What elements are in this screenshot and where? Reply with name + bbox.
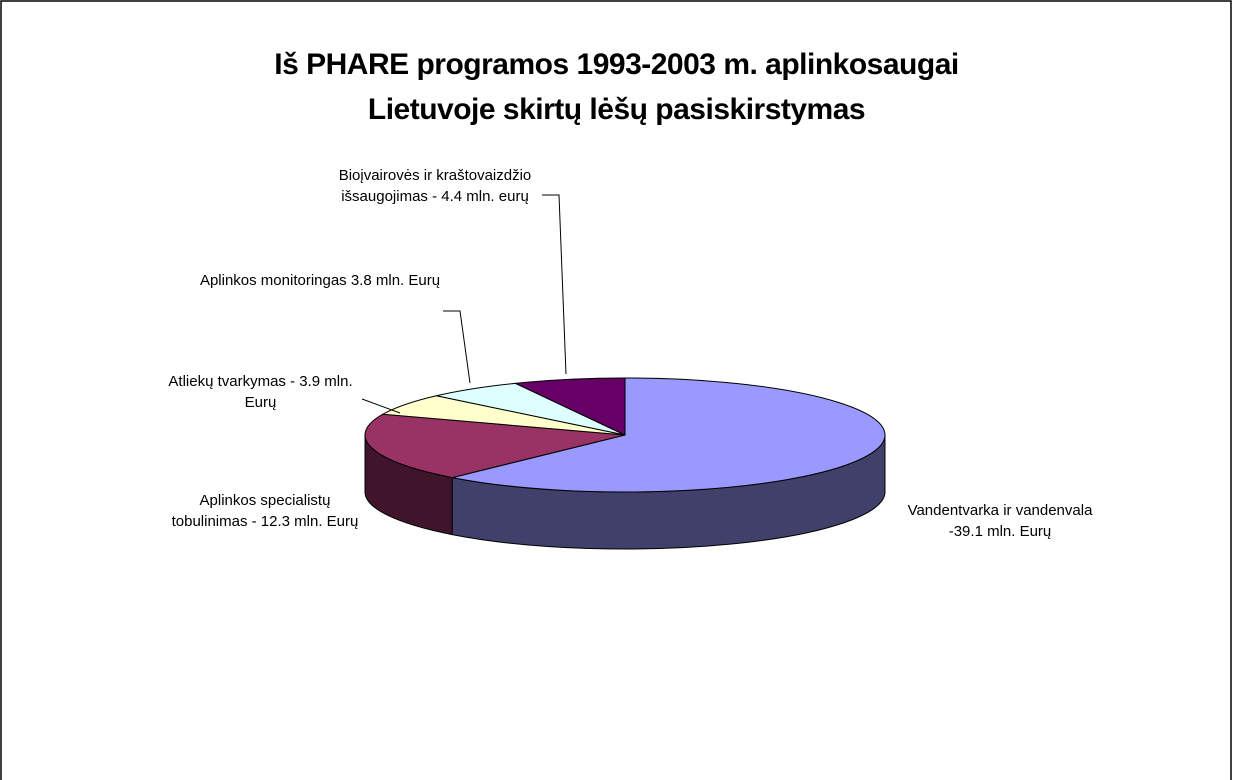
slice-label: Bioįvairovės ir kraštovaizdžio išsaugoji… xyxy=(338,167,532,205)
chart-title: Iš PHARE programos 1993-2003 m. aplinkos… xyxy=(274,48,959,126)
slice xyxy=(452,377,886,493)
pie xyxy=(364,377,886,550)
slice-label: Atliekų tvarkymas - 3.9 mln. Eurų xyxy=(168,373,353,411)
slice-label: Aplinkos monitoringas 3.8 mln. Eurų xyxy=(199,272,441,289)
leader-line xyxy=(542,194,567,375)
leader-line xyxy=(443,310,471,384)
slice xyxy=(364,413,626,479)
slice xyxy=(513,377,626,436)
slice-label: Aplinkos specialistų tobulinimas - 12.3 … xyxy=(171,492,359,530)
slice-label: Vandentvarka ir vandenvala -39.1 mln. Eu… xyxy=(907,502,1093,540)
leader-line xyxy=(361,398,401,414)
